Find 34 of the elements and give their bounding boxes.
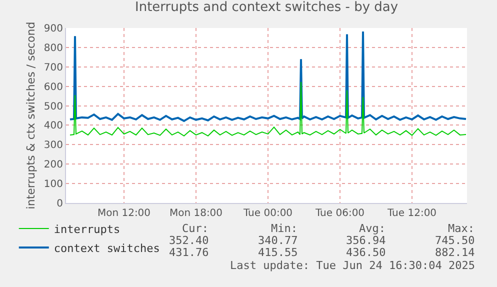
text: Avg: bbox=[359, 222, 386, 235]
text: Cur: bbox=[182, 222, 208, 235]
line-series bbox=[69, 30, 467, 122]
text: Max: bbox=[448, 222, 474, 235]
y-tick-label: 600 bbox=[44, 82, 63, 93]
text: 745.50 bbox=[435, 234, 475, 247]
y-tick-label: 100 bbox=[44, 179, 63, 190]
text: 352.40 bbox=[169, 234, 209, 247]
y-tick-label: 200 bbox=[44, 160, 63, 171]
legend-label: interrupts bbox=[54, 222, 120, 236]
text: 415.55 bbox=[258, 246, 298, 259]
x-tick-label: Tue 00:00 bbox=[242, 208, 293, 219]
x-tick-label: Tue 06:00 bbox=[314, 208, 365, 219]
y-tick-label: 500 bbox=[44, 101, 63, 112]
legend-label: context switches bbox=[54, 242, 160, 255]
y-tick-label: 700 bbox=[44, 62, 63, 74]
chart-title: Interrupts and context switches - by day bbox=[135, 0, 398, 15]
y-tick-label: 0 bbox=[56, 198, 63, 210]
text: 882.14 bbox=[435, 246, 476, 259]
y-tick-label: 800 bbox=[44, 42, 63, 54]
text: 436.50 bbox=[346, 246, 386, 259]
x-tick-label: Tue 12:00 bbox=[386, 208, 437, 219]
text: 431.76 bbox=[169, 246, 209, 259]
text: 340.77 bbox=[258, 234, 298, 247]
text: Last update: Tue Jun 24 16:30:04 2025 bbox=[230, 259, 476, 272]
line-series bbox=[70, 82, 466, 136]
y-tick-label: 900 bbox=[44, 24, 63, 34]
text: Min: bbox=[271, 222, 298, 235]
y-tick-label: 400 bbox=[44, 120, 63, 132]
x-tick-label: Mon 18:00 bbox=[169, 208, 223, 219]
y-tick-label: 300 bbox=[44, 140, 63, 152]
text: 356.94 bbox=[346, 234, 386, 247]
x-tick-label: Mon 12:00 bbox=[97, 208, 151, 219]
y-axis-title: interrupts & ctx switches / second bbox=[24, 22, 38, 210]
